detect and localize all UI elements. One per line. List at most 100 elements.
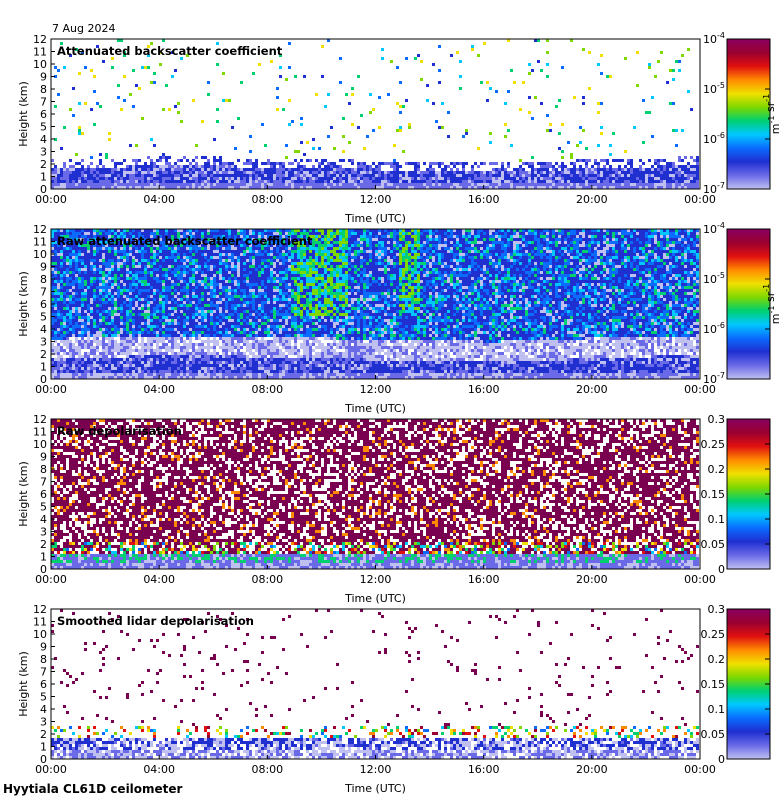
y-axis-label: Height (km) (17, 461, 30, 527)
colorbar-tick-label: 0.25 (701, 628, 726, 641)
x-tick-label: 20:00 (576, 763, 608, 776)
y-tick-label: 9 (40, 641, 47, 654)
y-tick-label: 8 (40, 83, 47, 96)
panel-title: Raw attenuated backscatter coefficient (57, 234, 313, 248)
x-tick-label: 00:00 (35, 763, 67, 776)
x-tick-label: 12:00 (360, 383, 392, 396)
y-tick-label: 4 (40, 323, 47, 336)
y-tick-label: 0 (40, 183, 47, 196)
heatmap-cells (51, 229, 699, 379)
x-tick-label: 00:00 (35, 193, 67, 206)
y-tick-label: 3 (40, 146, 47, 159)
panel-title: Smoothed lidar depolarisation (57, 614, 254, 628)
y-tick-label: 6 (40, 488, 47, 501)
y-tick-label: 12 (33, 603, 47, 616)
x-tick-label: 08:00 (251, 383, 283, 396)
x-axis-label: Time (UTC) (344, 402, 406, 415)
y-tick-label: 1 (40, 551, 47, 564)
x-tick-label: 08:00 (251, 193, 283, 206)
colorbar-tick-label: 10-4 (703, 221, 725, 236)
y-tick-label: 5 (40, 691, 47, 704)
colorbar-tick-label: 0 (718, 563, 725, 576)
y-tick-label: 11 (33, 46, 47, 59)
y-tick-label: 9 (40, 71, 47, 84)
heatmap-cells (51, 39, 699, 189)
x-tick-label: 16:00 (468, 383, 500, 396)
colorbar-tick-label: 0.1 (708, 703, 726, 716)
colorbar-tick-label: 10-6 (703, 321, 725, 336)
x-tick-label: 08:00 (251, 573, 283, 586)
y-tick-label: 4 (40, 513, 47, 526)
y-tick-label: 0 (40, 373, 47, 386)
y-tick-label: 8 (40, 273, 47, 286)
y-tick-label: 7 (40, 96, 47, 109)
y-tick-label: 12 (33, 223, 47, 236)
colorbar-tick-label: 0.05 (701, 538, 726, 551)
y-tick-label: 7 (40, 476, 47, 489)
x-tick-label: 04:00 (143, 573, 175, 586)
x-tick-label: 12:00 (360, 193, 392, 206)
x-tick-label: 16:00 (468, 763, 500, 776)
x-tick-label: 00:00 (684, 763, 716, 776)
y-tick-label: 11 (33, 236, 47, 249)
colorbar-tick-label: 10-7 (703, 371, 725, 386)
y-tick-label: 4 (40, 133, 47, 146)
x-tick-label: 12:00 (360, 763, 392, 776)
y-tick-label: 9 (40, 451, 47, 464)
y-tick-label: 5 (40, 311, 47, 324)
colorbar-tick-label: 10-5 (703, 271, 725, 286)
y-tick-label: 5 (40, 501, 47, 514)
panel-title: Raw depolarisation (57, 424, 182, 438)
colorbar-tick-label: 0.1 (708, 513, 726, 526)
y-tick-label: 8 (40, 463, 47, 476)
colorbar-tick-label: 0.15 (701, 488, 726, 501)
x-tick-label: 16:00 (468, 193, 500, 206)
colorbar-1 (726, 38, 771, 190)
x-tick-label: 20:00 (576, 383, 608, 396)
colorbar-tick-label: 0.2 (708, 653, 726, 666)
y-tick-label: 3 (40, 336, 47, 349)
colorbar-tick-label: 0.3 (708, 413, 726, 426)
panel-1: Attenuated backscatter coefficient 0 12 345… (17, 31, 780, 225)
colorbar-4 (726, 608, 771, 760)
y-tick-label: 6 (40, 678, 47, 691)
y-tick-label: 2 (40, 538, 47, 551)
y-tick-label: 10 (33, 58, 47, 71)
y-tick-label: 8 (40, 653, 47, 666)
y-tick-label: 4 (40, 703, 47, 716)
y-tick-label: 1 (40, 171, 47, 184)
x-tick-label: 12:00 (360, 573, 392, 586)
x-tick-label: 20:00 (576, 573, 608, 586)
x-tick-label: 04:00 (143, 383, 175, 396)
x-tick-label: 00:00 (684, 193, 716, 206)
y-tick-label: 11 (33, 616, 47, 629)
y-axis-label: Height (km) (17, 81, 30, 147)
colorbar-tick-label: 10-4 (703, 31, 725, 46)
panel-title: Attenuated backscatter coefficient (57, 44, 283, 58)
y-tick-label: 1 (40, 741, 47, 754)
y-tick-label: 5 (40, 121, 47, 134)
y-tick-label: 10 (33, 248, 47, 261)
colorbar-label: m-1 sr-1 (762, 284, 780, 324)
panel-4: Smoothed lidar depolarisation01234567891… (17, 603, 771, 795)
y-tick-label: 12 (33, 33, 47, 46)
colorbar-tick-label: 10-7 (703, 181, 725, 196)
y-tick-label: 3 (40, 526, 47, 539)
y-tick-label: 7 (40, 666, 47, 679)
panels: Attenuated backscatter coefficient012345… (17, 31, 780, 795)
colorbar-3 (726, 418, 771, 570)
colorbar-tick-label: 0.15 (701, 678, 726, 691)
x-tick-label: 00:00 (35, 383, 67, 396)
colorbar-tick-label: 0 (718, 753, 725, 766)
x-tick-label: 04:00 (143, 193, 175, 206)
colorbar-tick-label: 0.25 (701, 438, 726, 451)
plot-background (51, 609, 700, 759)
y-tick-label: 0 (40, 753, 47, 766)
heatmap-cells (51, 609, 699, 759)
colorbar-tick-label: 10-6 (703, 131, 725, 146)
colorbar-2 (726, 228, 771, 380)
x-axis-label: Time (UTC) (344, 212, 406, 225)
y-tick-label: 6 (40, 108, 47, 121)
y-tick-label: 10 (33, 438, 47, 451)
